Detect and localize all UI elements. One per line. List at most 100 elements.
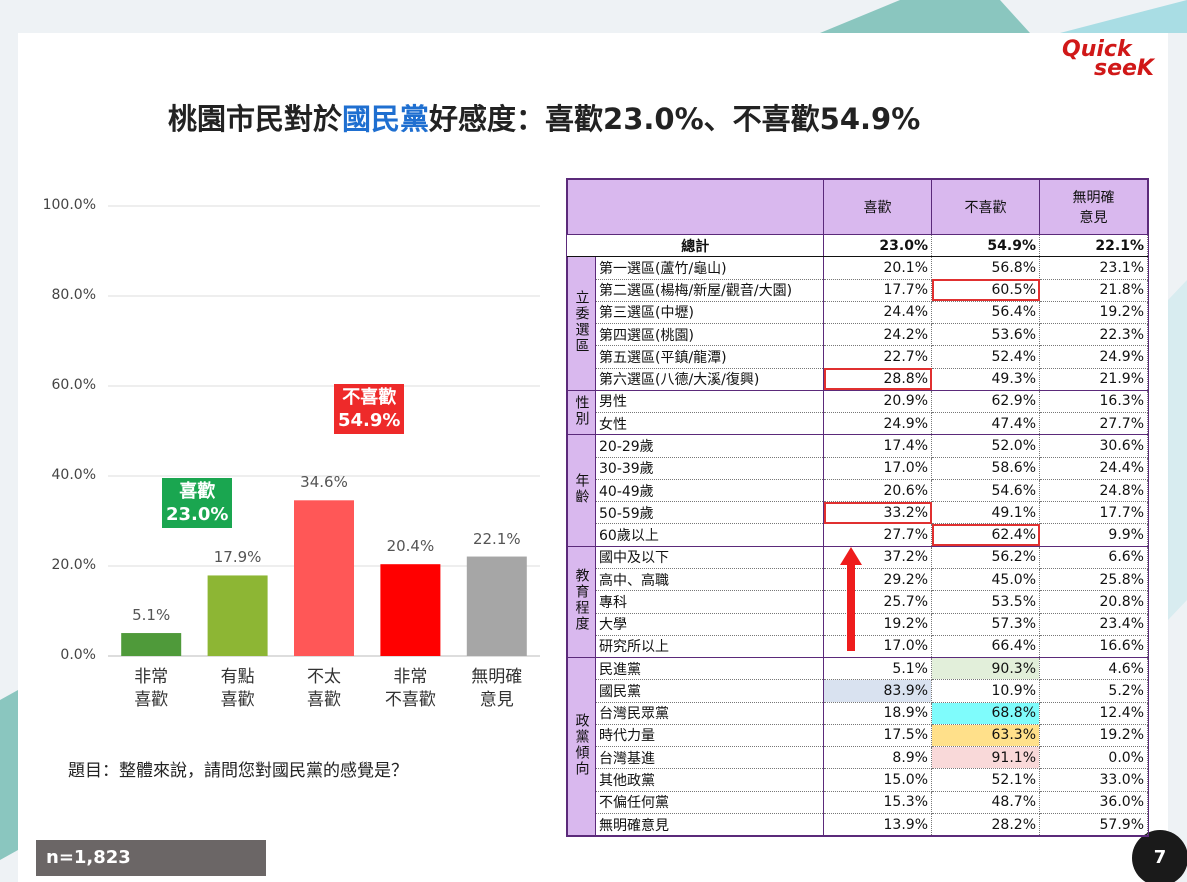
row-label: 國中及以下: [595, 546, 824, 569]
header-cell: 不喜歡: [931, 179, 1040, 235]
table-row: 第四選區(桃園) 24.2% 53.6% 22.3%: [568, 323, 1148, 347]
row-label: 30-39歲: [595, 457, 824, 480]
cell: 18.9%: [823, 702, 932, 725]
cell: 24.4%: [823, 301, 932, 325]
cell: 57.9%: [1039, 813, 1148, 837]
cell: 17.7%: [1039, 501, 1148, 525]
cell: 20.6%: [823, 479, 932, 503]
row-label: 第一選區(蘆竹/龜山): [595, 256, 824, 280]
cell: 21.9%: [1039, 368, 1148, 391]
cell: 48.7%: [931, 791, 1040, 814]
row-label: 第三選區(中壢): [595, 301, 824, 325]
table-row: 不偏任何黨 15.3% 48.7% 36.0%: [568, 791, 1148, 814]
y-tick-label: 60.0%: [51, 377, 96, 393]
cell: 23.4%: [1039, 613, 1148, 636]
cell: 17.7%: [823, 279, 932, 302]
table-row: 第二選區(楊梅/新屋/觀音/大園) 17.7% 60.5% 21.8%: [568, 279, 1148, 302]
value-label: 20.4%: [386, 537, 435, 556]
table-row: 台灣基進 8.9% 91.1% 0.0%: [568, 746, 1148, 770]
cell: 25.8%: [1039, 568, 1148, 592]
bar: [466, 556, 527, 656]
table-row: 台灣民眾黨 18.9% 68.8% 12.4%: [568, 702, 1148, 725]
group-text: 政黨傾向: [573, 712, 590, 777]
cell: 19.2%: [1039, 724, 1148, 748]
bar: [207, 575, 268, 656]
row-label: 台灣基進: [595, 746, 824, 770]
row-label: 其他政黨: [595, 768, 824, 792]
table-row: 60歲以上 27.7% 62.4% 9.9%: [568, 523, 1148, 547]
title-part: 國民黨: [342, 102, 430, 136]
cell: 10.9%: [931, 679, 1040, 703]
group-label: 政黨傾向: [567, 657, 596, 837]
cell: 19.2%: [1039, 301, 1148, 325]
arrow: [840, 547, 862, 651]
table: 喜歡 不喜歡 無明確 意見 總計 23.0% 54.9% 22.1% 立委選區 第一選區(蘆竹/…: [567, 179, 1148, 837]
table-row: 第六選區(八德/大溪/復興) 28.8% 49.3% 21.9%: [568, 368, 1148, 391]
cell: 27.7%: [1039, 412, 1148, 436]
cell: 33.2%: [823, 501, 932, 525]
table-row: 女性 24.9% 47.4% 27.7%: [568, 412, 1148, 436]
row-label: 大學: [595, 613, 824, 636]
cell: 30.6%: [1039, 434, 1148, 458]
row-label: 20-29歲: [595, 434, 824, 458]
row-label: 女性: [595, 412, 824, 436]
table-row: 無明確意見 13.9% 28.2% 57.9%: [568, 813, 1148, 837]
cell: 57.3%: [931, 613, 1040, 636]
row-label: 第二選區(楊梅/新屋/觀音/大園): [595, 279, 824, 302]
cell: 24.9%: [823, 412, 932, 436]
group-label: 年齡: [567, 434, 596, 547]
group-text: 性別: [573, 394, 590, 427]
cell: 56.4%: [931, 301, 1040, 325]
logo-text: seeK: [1094, 56, 1154, 81]
cell: 15.3%: [823, 791, 932, 814]
cell: 28.2%: [931, 813, 1040, 837]
cell: 24.8%: [1039, 479, 1148, 503]
annotation: 不喜歡 54.9%: [334, 384, 405, 434]
group-text: 立委選區: [573, 289, 590, 354]
header-row: 喜歡 不喜歡 無明確 意見: [567, 179, 1148, 235]
x-tick-label: 非常 不喜歡: [384, 667, 436, 710]
y-tick-label: 40.0%: [51, 467, 96, 483]
cell: 4.6%: [1039, 657, 1148, 681]
row-label: 40-49歲: [595, 479, 824, 503]
title-part: 好感度：喜歡23.0%、不喜歡54.9%: [429, 102, 921, 136]
cell: 0.0%: [1039, 746, 1148, 770]
cell: 54.9%: [931, 233, 1040, 258]
group-label: 性別: [567, 389, 596, 436]
value-label: 22.1%: [472, 529, 521, 548]
row-label: 60歲以上: [595, 523, 824, 547]
y-tick-label: 0.0%: [60, 647, 96, 663]
cell: 12.4%: [1039, 702, 1148, 725]
cell: 23.0%: [823, 233, 932, 258]
row-label: 無明確意見: [595, 813, 824, 837]
table-row: 第三選區(中壢) 24.4% 56.4% 19.2%: [568, 301, 1148, 325]
cell: 66.4%: [931, 635, 1040, 659]
cell: 33.0%: [1039, 768, 1148, 792]
row-label: 第六選區(八德/大溪/復興): [595, 368, 824, 391]
header-cell: 無明確 意見: [1039, 179, 1148, 235]
row-label: 研究所以上: [595, 635, 824, 659]
cell: 22.1%: [1039, 233, 1148, 258]
row-label: 高中、高職: [595, 568, 824, 592]
row-label: 專科: [595, 590, 824, 614]
cell: 17.4%: [823, 434, 932, 458]
cell: 16.6%: [1039, 635, 1148, 659]
table-row: 其他政黨 15.0% 52.1% 33.0%: [568, 768, 1148, 792]
cell: 16.3%: [1039, 390, 1148, 414]
bar: [121, 633, 182, 656]
row-label: 國民黨: [595, 679, 824, 703]
value-label: 5.1%: [132, 606, 171, 625]
row-label: 時代力量: [595, 724, 824, 748]
cell: 62.9%: [931, 390, 1040, 414]
y-tick-label: 80.0%: [51, 287, 96, 303]
x-tick-label: 無明確 意見: [471, 667, 523, 710]
table-row: 30-39歲 17.0% 58.6% 24.4%: [568, 457, 1148, 480]
cell: 47.4%: [931, 412, 1040, 436]
cell: 91.1%: [931, 746, 1040, 770]
cell: 28.8%: [823, 368, 932, 391]
y-tick-label: 100.0%: [42, 197, 96, 213]
cell: 56.8%: [931, 256, 1040, 280]
title-part: 桃園市民對於: [168, 102, 343, 136]
table-row: 性別 男性 20.9% 62.9% 16.3%: [567, 389, 1148, 436]
row-label: 第五選區(平鎮/龍潭): [595, 345, 824, 369]
